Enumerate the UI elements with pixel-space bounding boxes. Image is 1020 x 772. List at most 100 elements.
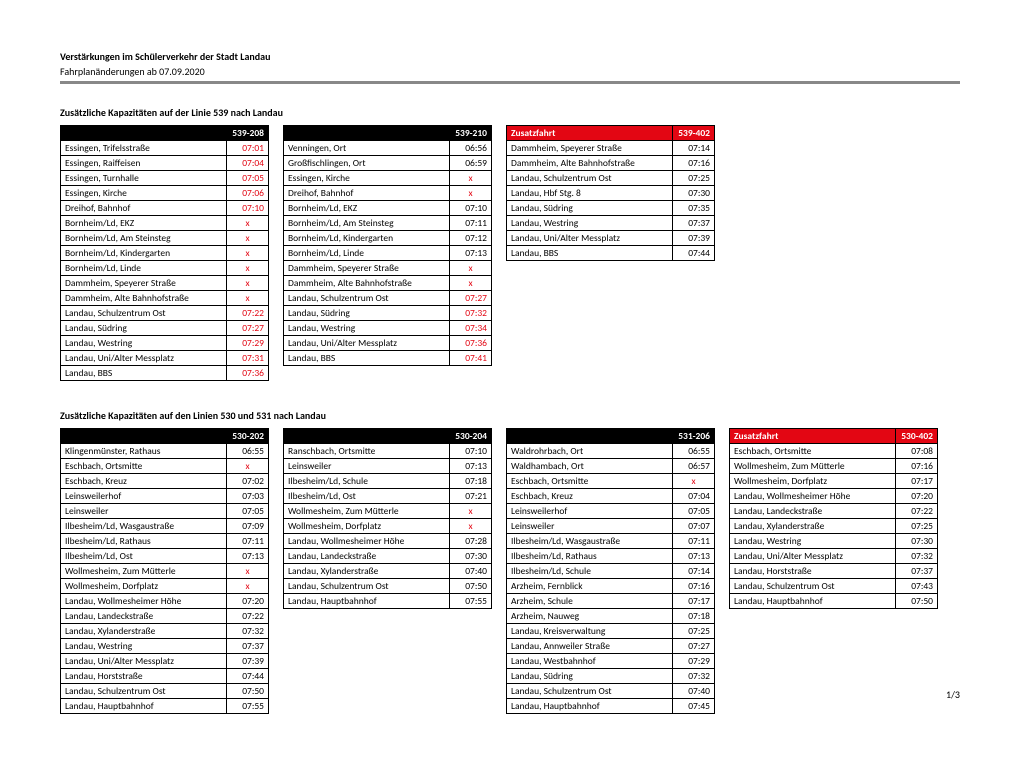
time-cell: 07:29	[227, 336, 269, 351]
table-row: Großfischlingen, Ort06:59	[284, 156, 492, 171]
time-cell: 07:55	[227, 699, 269, 714]
table-row: Landau, Annweiler Straße07:27	[507, 639, 715, 654]
table-row: Wollmesheim, Zum Mütterlex	[61, 564, 269, 579]
stop-cell: Essingen, Kirche	[284, 171, 450, 186]
table-row: Bornheim/Ld, Lindex	[61, 261, 269, 276]
table-row: Landau, Wollmesheimer Höhe07:20	[730, 489, 938, 504]
stop-cell: Landau, Wollmesheimer Höhe	[730, 489, 896, 504]
time-cell: 07:02	[227, 474, 269, 489]
time-cell: 07:10	[450, 444, 492, 459]
stop-cell: Landau, Westring	[61, 639, 227, 654]
table-row: Leinsweilerhof07:05	[507, 504, 715, 519]
table-row: Landau, Westbahnhof07:29	[507, 654, 715, 669]
table-row: Ilbesheim/Ld, Wasgaustraße07:09	[61, 519, 269, 534]
table-row: Ilbesheim/Ld, Ost07:21	[284, 489, 492, 504]
table-row: Bornheim/Ld, Am Steinsteg07:11	[284, 216, 492, 231]
stop-cell: Landau, Uni/Alter Messplatz	[61, 654, 227, 669]
table-row: Bornheim/Ld, EKZx	[61, 216, 269, 231]
table-row: Landau, Schulzentrum Ost07:27	[284, 291, 492, 306]
time-cell: 07:39	[227, 654, 269, 669]
stop-cell: Essingen, Turnhalle	[61, 171, 227, 186]
stop-cell: Wollmesheim, Dorfplatz	[730, 474, 896, 489]
timetable: 530-204Ranschbach, Ortsmitte07:10Leinswe…	[283, 428, 492, 609]
table-row: Landau, Xylanderstraße07:32	[61, 624, 269, 639]
stop-cell: Wollmesheim, Dorfplatz	[284, 519, 450, 534]
time-cell: 07:40	[673, 684, 715, 699]
time-cell: x	[227, 579, 269, 594]
table-row: Landau, Südring07:35	[507, 201, 715, 216]
stop-cell: Landau, Xylanderstraße	[730, 519, 896, 534]
time-cell: 07:11	[673, 534, 715, 549]
time-cell: 06:55	[227, 444, 269, 459]
stop-cell: Wollmesheim, Zum Mütterle	[730, 459, 896, 474]
table-row: Landau, Westring07:29	[61, 336, 269, 351]
stop-cell: Ilbesheim/Ld, Rathaus	[61, 534, 227, 549]
page-subtitle: Fahrplanänderungen ab 07.09.2020	[60, 65, 960, 78]
time-cell: 07:17	[673, 594, 715, 609]
time-cell: 07:37	[896, 564, 938, 579]
time-cell: 07:21	[450, 489, 492, 504]
table-row: Landau, Uni/Alter Messplatz07:31	[61, 351, 269, 366]
table-row: Dammheim, Alte Bahnhofstraßex	[61, 291, 269, 306]
time-cell: 07:41	[450, 351, 492, 366]
table-header-right: 530-202	[227, 429, 269, 444]
time-cell: 07:32	[227, 624, 269, 639]
stop-cell: Landau, Südring	[507, 669, 673, 684]
stop-cell: Wollmesheim, Zum Mütterle	[61, 564, 227, 579]
stop-cell: Bornheim/Ld, Linde	[284, 246, 450, 261]
table-row: Waldrohrbach, Ort06:55	[507, 444, 715, 459]
time-cell: 07:50	[227, 684, 269, 699]
table-row: Landau, Uni/Alter Messplatz07:39	[61, 654, 269, 669]
stop-cell: Landau, Hauptbahnhof	[507, 699, 673, 714]
stop-cell: Landau, Westring	[61, 336, 227, 351]
stop-cell: Landau, Hauptbahnhof	[284, 594, 450, 609]
table-header-left: Zusatzfahrt	[730, 429, 896, 444]
time-cell: 07:30	[673, 186, 715, 201]
table-row: Ranschbach, Ortsmitte07:10	[284, 444, 492, 459]
time-cell: 07:44	[673, 246, 715, 261]
stop-cell: Leinsweiler	[507, 519, 673, 534]
stop-cell: Landau, Kreisverwaltung	[507, 624, 673, 639]
table-row: Landau, Uni/Alter Messplatz07:32	[730, 549, 938, 564]
table-row: Landau, Schulzentrum Ost07:50	[61, 684, 269, 699]
time-cell: x	[450, 171, 492, 186]
stop-cell: Eschbach, Ortsmitte	[61, 459, 227, 474]
table-header-left	[284, 429, 450, 444]
table-row: Dreihof, Bahnhof07:10	[61, 201, 269, 216]
table-row: Waldhambach, Ort06:57	[507, 459, 715, 474]
time-cell: 07:37	[227, 639, 269, 654]
time-cell: 07:11	[450, 216, 492, 231]
stop-cell: Klingenmünster, Rathaus	[61, 444, 227, 459]
time-cell: 07:13	[673, 549, 715, 564]
time-cell: 07:09	[227, 519, 269, 534]
stop-cell: Essingen, Kirche	[61, 186, 227, 201]
time-cell: 07:55	[450, 594, 492, 609]
stop-cell: Landau, Westring	[730, 534, 896, 549]
table-row: Landau, Westring07:37	[507, 216, 715, 231]
time-cell: 07:37	[673, 216, 715, 231]
table-row: Arzheim, Fernblick07:16	[507, 579, 715, 594]
stop-cell: Landau, Annweiler Straße	[507, 639, 673, 654]
stop-cell: Landau, Landeckstraße	[284, 549, 450, 564]
header-rule	[60, 81, 960, 84]
time-cell: 07:08	[896, 444, 938, 459]
table-row: Landau, Schulzentrum Ost07:40	[507, 684, 715, 699]
time-cell: 07:50	[450, 579, 492, 594]
time-cell: 07:30	[450, 549, 492, 564]
table-row: Landau, Kreisverwaltung07:25	[507, 624, 715, 639]
table-row: Landau, Landeckstraße07:30	[284, 549, 492, 564]
stop-cell: Arzheim, Schule	[507, 594, 673, 609]
table-row: Eschbach, Ortsmitte07:08	[730, 444, 938, 459]
stop-cell: Landau, Hauptbahnhof	[730, 594, 896, 609]
time-cell: 06:55	[673, 444, 715, 459]
stop-cell: Ilbesheim/Ld, Schule	[507, 564, 673, 579]
table-row: Landau, Xylanderstraße07:40	[284, 564, 492, 579]
stop-cell: Landau, Wollmesheimer Höhe	[284, 534, 450, 549]
time-cell: 07:14	[673, 564, 715, 579]
time-cell: x	[450, 261, 492, 276]
stop-cell: Wollmesheim, Dorfplatz	[61, 579, 227, 594]
table-row: Wollmesheim, Dorfplatzx	[284, 519, 492, 534]
time-cell: 07:18	[450, 474, 492, 489]
stop-cell: Landau, Uni/Alter Messplatz	[507, 231, 673, 246]
timetable: Zusatzfahrt530-402Eschbach, Ortsmitte07:…	[729, 428, 938, 609]
